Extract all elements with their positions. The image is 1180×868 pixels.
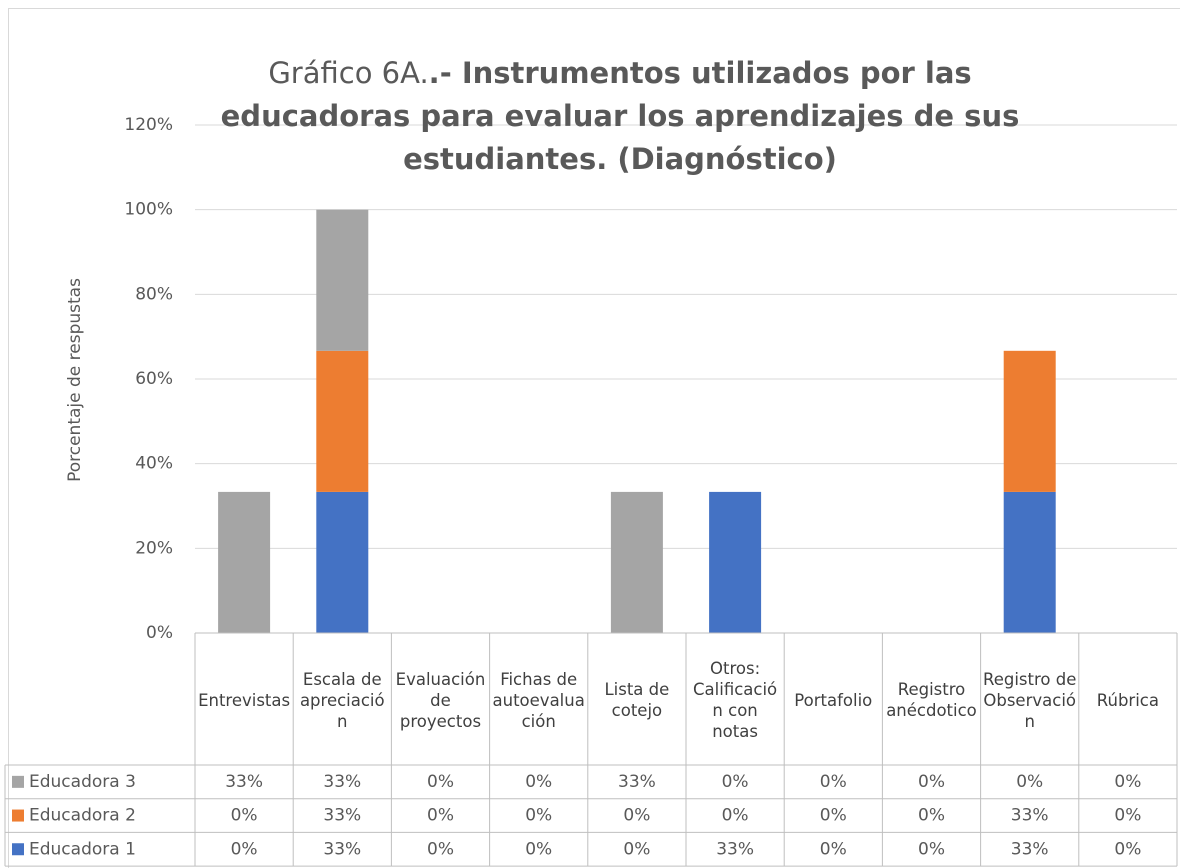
table-value: 33%: [225, 772, 263, 792]
table-value: 0%: [427, 772, 454, 792]
x-tick-label: Lista de cotejo: [604, 680, 670, 720]
table-value: 0%: [1016, 772, 1043, 792]
table-value: 0%: [722, 772, 749, 792]
table-value: 33%: [618, 772, 656, 792]
table-value: 0%: [427, 806, 454, 826]
chart-title: Gráfico 6A..- Instrumentos utilizados po…: [190, 52, 1050, 181]
y-tick-label: 60%: [135, 369, 173, 389]
table-value: 0%: [820, 806, 847, 826]
y-axis-label: Porcentaje de respustas: [65, 278, 85, 482]
x-tick-label: Entrevistas: [198, 690, 291, 710]
table-value: 0%: [820, 772, 847, 792]
bar-segment: [1003, 491, 1056, 633]
legend-key: [12, 775, 24, 788]
table-value: 0%: [525, 839, 552, 859]
title-bold: .- Instrumentos utilizados por las educa…: [220, 56, 1020, 176]
table-value: 33%: [323, 839, 361, 859]
table-value: 0%: [623, 806, 650, 826]
y-tick-label: 0%: [146, 623, 173, 643]
x-tick-label: Fichas de autoevaluación: [492, 669, 585, 731]
table-value: 0%: [820, 839, 847, 859]
x-tick-label: Registro anécdotico: [886, 680, 977, 720]
table-value: 0%: [525, 772, 552, 792]
table-value: 33%: [323, 806, 361, 826]
bar-segment: [1003, 350, 1056, 492]
table-value: 0%: [1114, 772, 1141, 792]
legend-key: [12, 809, 24, 822]
table-value: 0%: [231, 806, 258, 826]
table-value: 33%: [1011, 839, 1049, 859]
table-value: 0%: [722, 806, 749, 826]
bar-segment: [610, 491, 663, 633]
title-normal: Gráfico 6A.: [268, 56, 429, 90]
x-tick-label: Evaluación de proyectos: [395, 669, 486, 731]
y-tick-label: 80%: [135, 284, 173, 304]
table-value: 0%: [918, 772, 945, 792]
y-tick-label: 20%: [135, 538, 173, 558]
x-tick-label: Escala de apreciación: [299, 669, 385, 731]
bar-segment: [709, 491, 762, 633]
table-value: 0%: [623, 839, 650, 859]
table-value: 0%: [427, 839, 454, 859]
table-value: 0%: [525, 806, 552, 826]
y-tick-label: 40%: [135, 454, 173, 474]
table-value: 0%: [918, 806, 945, 826]
x-tick-label: Rúbrica: [1096, 690, 1159, 710]
y-tick-label: 100%: [124, 200, 173, 220]
table-value: 33%: [716, 839, 754, 859]
x-tick-label: Registro de Observación: [982, 669, 1077, 731]
bar-segment: [316, 209, 369, 351]
table-value: 0%: [231, 839, 258, 859]
table-value: 0%: [918, 839, 945, 859]
bar-segment: [218, 491, 271, 633]
table-value: 33%: [1011, 806, 1049, 826]
legend-label: Educadora 2: [29, 806, 136, 826]
chart-frame: [8, 8, 1180, 868]
legend-label: Educadora 3: [29, 772, 136, 792]
legend-label: Educadora 1: [29, 839, 136, 859]
x-tick-label: Otros: Calificación con notas: [693, 659, 778, 741]
bar-segment: [316, 350, 369, 492]
y-tick-label: 120%: [124, 115, 173, 135]
table-value: 33%: [323, 772, 361, 792]
table-value: 0%: [1114, 839, 1141, 859]
x-tick-label: Portafolio: [794, 690, 873, 710]
bar-segment: [316, 491, 369, 633]
legend-key: [12, 843, 24, 856]
table-value: 0%: [1114, 806, 1141, 826]
